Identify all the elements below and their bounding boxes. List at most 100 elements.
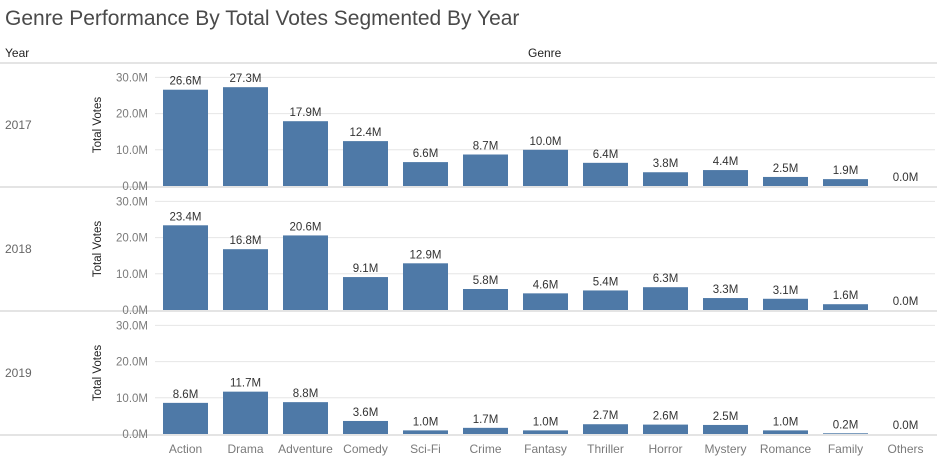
y-tick-label-2017-3: 30.0M [116, 72, 148, 84]
value-label-2017-crime: 8.7M [473, 141, 499, 153]
bar-2019-fantasy [523, 430, 568, 434]
column-header-genre: Genre [528, 46, 562, 60]
x-category-label-horror: Horror [648, 442, 682, 456]
value-label-2018-thriller: 5.4M [593, 276, 619, 288]
x-category-label-action: Action [169, 442, 202, 456]
x-category-label-family: Family [828, 442, 863, 456]
value-label-2018-horror: 6.3M [653, 273, 679, 285]
value-label-2018-sci-fi: 12.9M [410, 249, 442, 261]
value-label-2018-adventure: 20.6M [290, 221, 322, 233]
y-tick-label-2019-3: 30.0M [116, 320, 148, 332]
value-label-2018-drama: 16.8M [230, 235, 262, 247]
bar-2019-romance [763, 430, 808, 434]
x-category-label-adventure: Adventure [278, 442, 333, 456]
bar-2017-adventure [283, 121, 328, 186]
value-label-2017-mystery: 4.4M [713, 156, 739, 168]
y-axis-title-2019: Total Votes [92, 345, 104, 402]
value-label-2019-romance: 1.0M [773, 416, 799, 428]
bar-2017-family [823, 179, 868, 186]
bar-2019-family [823, 433, 868, 434]
bar-2018-mystery [703, 298, 748, 310]
x-category-label-others: Others [887, 442, 923, 456]
x-category-label-sci-fi: Sci-Fi [410, 442, 441, 456]
bar-2019-horror [643, 424, 688, 434]
bar-2018-romance [763, 298, 808, 310]
y-tick-label-2017-1: 10.0M [116, 145, 148, 157]
x-category-label-fantasy: Fantasy [524, 442, 567, 456]
y-axis-title-2017: Total Votes [92, 97, 104, 154]
chart-title: Genre Performance By Total Votes Segment… [5, 7, 520, 30]
year-label-2018: 2018 [5, 242, 32, 256]
value-label-2019-horror: 2.6M [653, 411, 679, 423]
value-label-2019-thriller: 2.7M [593, 410, 619, 422]
value-label-2018-others: 0.0M [893, 296, 919, 308]
row-header-year: Year [5, 46, 30, 60]
bar-2018-sci-fi [403, 263, 448, 310]
bar-2018-horror [643, 287, 688, 310]
value-label-2019-comedy: 3.6M [353, 407, 379, 419]
bar-2017-mystery [703, 170, 748, 186]
x-category-label-crime: Crime [470, 442, 502, 456]
bar-2019-thriller [583, 424, 628, 434]
value-label-2017-fantasy: 10.0M [530, 136, 562, 148]
y-tick-label-2018-0: 0.0M [122, 305, 148, 317]
x-category-label-drama: Drama [227, 442, 263, 456]
bar-2017-romance [763, 176, 808, 186]
value-label-2019-sci-fi: 1.0M [413, 416, 439, 428]
value-label-2018-mystery: 3.3M [713, 284, 739, 296]
value-label-2017-romance: 2.5M [773, 163, 799, 175]
value-label-2017-sci-fi: 6.6M [413, 148, 439, 160]
value-label-2019-others: 0.0M [893, 420, 919, 432]
bar-2017-crime [463, 154, 508, 186]
year-label-2017: 2017 [5, 118, 32, 132]
value-label-2019-action: 8.6M [173, 389, 199, 401]
x-category-label-comedy: Comedy [343, 442, 388, 456]
bar-2017-fantasy [523, 149, 568, 186]
bar-2019-adventure [283, 402, 328, 434]
x-category-label-thriller: Thriller [587, 442, 624, 456]
y-tick-label-2018-2: 20.0M [116, 233, 148, 245]
value-label-2018-family: 1.6M [833, 290, 859, 302]
year-label-2019: 2019 [5, 366, 32, 380]
bar-2019-drama [223, 391, 268, 434]
value-label-2017-action: 26.6M [170, 76, 202, 88]
value-label-2017-adventure: 17.9M [290, 107, 322, 119]
value-label-2017-family: 1.9M [833, 165, 859, 177]
value-label-2019-adventure: 8.8M [293, 388, 319, 400]
value-label-2017-others: 0.0M [893, 172, 919, 184]
value-label-2017-thriller: 6.4M [593, 149, 619, 161]
bar-2019-sci-fi [403, 430, 448, 434]
x-category-label-mystery: Mystery [705, 442, 747, 456]
bar-2017-sci-fi [403, 162, 448, 186]
value-label-2019-crime: 1.7M [473, 414, 499, 426]
bar-2017-comedy [343, 141, 388, 186]
bar-2017-horror [643, 172, 688, 186]
value-label-2018-comedy: 9.1M [353, 263, 379, 275]
value-label-2018-action: 23.4M [170, 211, 202, 223]
value-label-2019-drama: 11.7M [230, 378, 261, 390]
y-tick-label-2019-1: 10.0M [116, 393, 148, 405]
value-label-2019-fantasy: 1.0M [533, 416, 559, 428]
value-label-2017-comedy: 12.4M [350, 127, 382, 139]
y-tick-label-2019-2: 20.0M [116, 357, 148, 369]
bar-2017-thriller [583, 162, 628, 186]
bar-2018-family [823, 304, 868, 310]
value-label-2019-mystery: 2.5M [713, 411, 739, 423]
y-tick-label-2017-0: 0.0M [122, 181, 148, 193]
bar-2018-comedy [343, 277, 388, 310]
bar-2018-adventure [283, 235, 328, 310]
y-axis-title-2018: Total Votes [92, 221, 104, 278]
bar-2018-action [163, 225, 208, 310]
bar-2018-drama [223, 249, 268, 310]
bar-2018-crime [463, 289, 508, 310]
bar-2017-action [163, 89, 208, 186]
bar-2019-action [163, 402, 208, 434]
bar-2017-drama [223, 87, 268, 186]
value-label-2017-drama: 27.3M [230, 73, 262, 85]
y-tick-label-2018-3: 30.0M [116, 196, 148, 208]
y-tick-label-2017-2: 20.0M [116, 109, 148, 121]
bar-2018-thriller [583, 290, 628, 310]
bar-2019-comedy [343, 420, 388, 434]
bar-2019-crime [463, 427, 508, 434]
